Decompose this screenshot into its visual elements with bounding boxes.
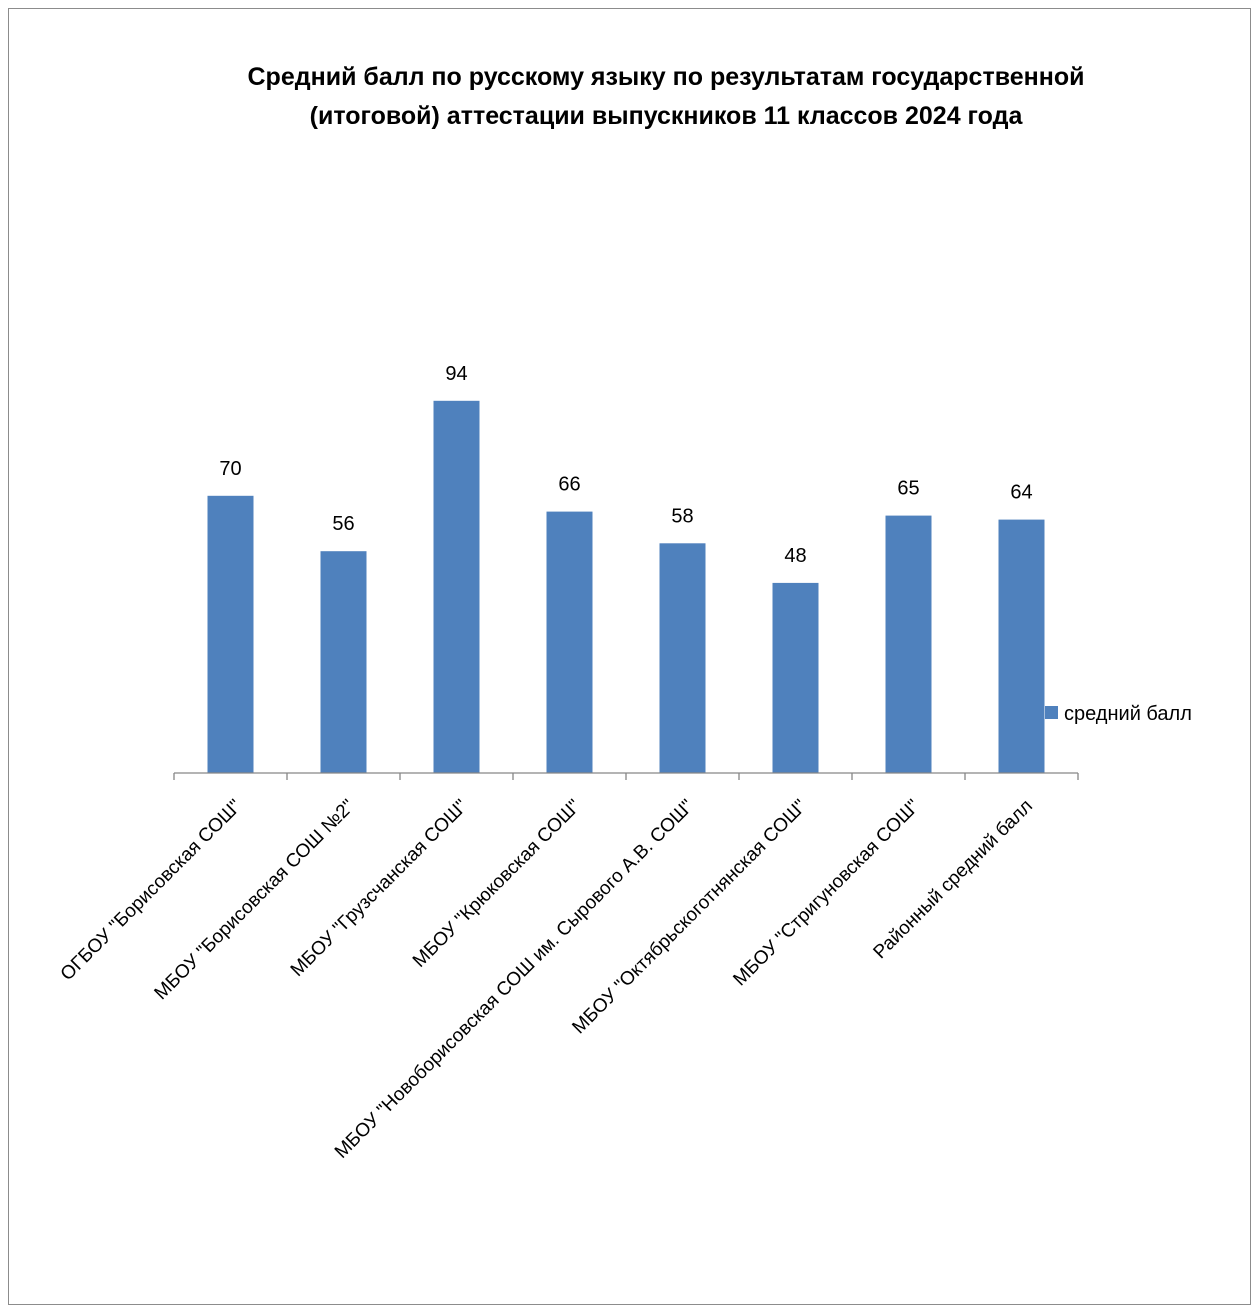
data-label-6: 48	[784, 545, 806, 567]
bar-2	[320, 551, 367, 773]
data-label-2: 56	[332, 513, 354, 535]
x-tick-labels: ОГБОУ "Борисовская СОШ"МБОУ "Борисовская…	[57, 796, 1037, 1163]
bar-5	[659, 543, 706, 773]
chart-title: Средний балл по русскому языку по резуль…	[248, 63, 1085, 130]
data-label-4: 66	[558, 474, 580, 496]
chart-title-line-2: (итоговой) аттестации выпускников 11 кла…	[310, 102, 1024, 130]
bar-3	[433, 400, 480, 773]
legend-swatch	[1045, 706, 1058, 719]
x-tick-label-7: МБОУ "Стригуновская СОШ"	[729, 796, 924, 991]
bar-8	[998, 519, 1045, 773]
bar-6	[772, 582, 819, 773]
data-label-1: 70	[219, 458, 241, 480]
data-label-3: 94	[445, 363, 467, 385]
data-label-8: 64	[1010, 482, 1032, 504]
plot-area: 70 56 94 66 58 48 65 64	[207, 363, 1045, 773]
x-tick-label-2: МБОУ "Борисовская СОШ №2"	[151, 796, 359, 1004]
chart-title-line-1: Средний балл по русскому языку по резуль…	[248, 63, 1085, 91]
bar-1	[207, 495, 254, 773]
legend: средний балл	[1045, 703, 1192, 725]
data-label-7: 65	[897, 478, 919, 500]
x-tick-label-3: МБОУ "Грузсчанская СОШ"	[287, 796, 472, 981]
data-label-5: 58	[671, 505, 693, 527]
x-tick-label-1: ОГБОУ "Борисовская СОШ"	[57, 796, 246, 985]
x-tick-label-6: МБОУ "Октябрьскоготнянская СОШ"	[568, 796, 811, 1039]
bar-4	[546, 511, 593, 773]
legend-label: средний балл	[1064, 703, 1192, 725]
bar-7	[885, 515, 932, 773]
x-axis	[173, 772, 1079, 780]
